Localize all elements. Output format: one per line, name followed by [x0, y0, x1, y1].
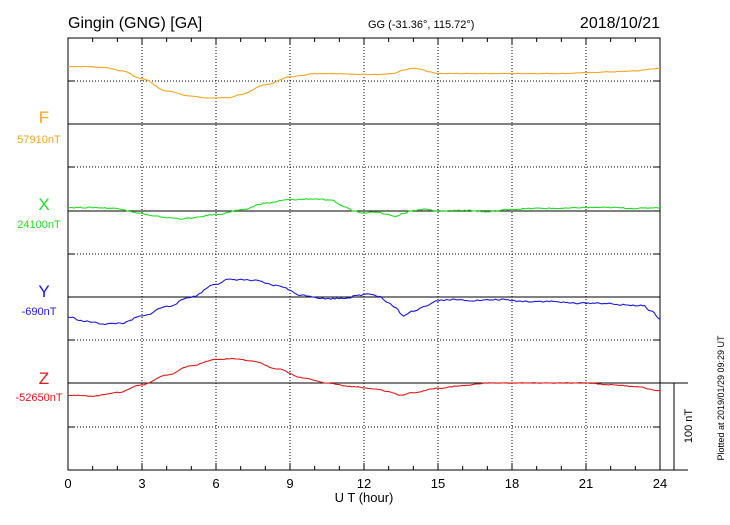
- x-tick-label: 18: [505, 476, 519, 491]
- x-tick-label: 0: [64, 476, 71, 491]
- x-tick-label: 12: [357, 476, 371, 491]
- station-title: Gingin (GNG) [GA]: [68, 15, 202, 32]
- x-tick-labels: 0 3 6 9 12 15 18 21 24: [64, 476, 667, 491]
- series-baseline-y: -690nT: [22, 306, 57, 318]
- series-name-f: F: [39, 108, 49, 127]
- series-line-f: [67, 65, 660, 99]
- series-baseline-f: 57910nT: [17, 134, 61, 146]
- x-tick-label: 6: [212, 476, 219, 491]
- scale-bar: 100 nT: [660, 382, 695, 471]
- x-tick-label: 3: [138, 476, 145, 491]
- plotted-at-note: Plotted at 2019/01/29 09:29 UT: [716, 335, 726, 461]
- scale-bar-label: 100 nT: [683, 409, 695, 444]
- x-tick-label: 21: [579, 476, 593, 491]
- series-name-y: Y: [38, 282, 49, 301]
- grid-lines: [68, 38, 660, 470]
- x-tick-label: 15: [431, 476, 445, 491]
- plot-area: [67, 37, 661, 471]
- date-label: 2018/10/21: [580, 15, 660, 32]
- series-line-z: [67, 358, 661, 397]
- series-name-z: Z: [39, 369, 49, 388]
- series-name-x: X: [38, 195, 49, 214]
- x-tick-label: 9: [286, 476, 293, 491]
- series-baseline-z: -52650nT: [15, 392, 62, 404]
- series-line-x: [67, 198, 661, 220]
- coordinates-label: GG (-31.36°, 115.72°): [368, 19, 474, 31]
- x-axis-label: U T (hour): [335, 490, 394, 505]
- series-line-y: [67, 278, 661, 326]
- series-baseline-x: 24100nT: [17, 219, 61, 231]
- x-tick-label: 24: [653, 476, 667, 491]
- series-lines: [67, 65, 661, 397]
- component-labels: F 57910nT X 24100nT Y -690nT Z -52650nT: [15, 108, 62, 404]
